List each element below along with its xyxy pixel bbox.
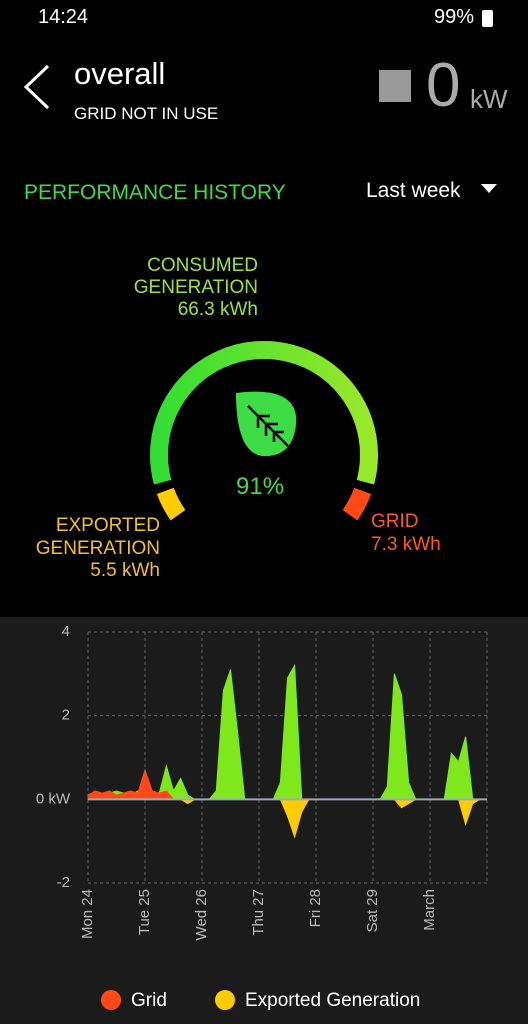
amount: 66.3 kWh — [177, 299, 258, 320]
label-line: GENERATION — [133, 277, 258, 298]
x-tick-label: March — [421, 889, 438, 931]
gauge — [150, 340, 378, 521]
status-square — [379, 70, 411, 102]
page-title: overall — [74, 56, 166, 91]
amount: 5.5 kWh — [90, 560, 160, 581]
battery-level: 99% — [434, 6, 475, 28]
x-tick-label: Sat 29 — [364, 889, 381, 932]
y-tick-label: 0 kW — [36, 790, 71, 807]
leaf-icon — [236, 391, 297, 457]
x-tick-label: Thu 27 — [250, 889, 267, 936]
section-title: PERFORMANCE HISTORY — [24, 181, 286, 204]
x-tick-label: Fri 28 — [307, 889, 324, 927]
label-line: GRID — [371, 511, 419, 532]
x-tick-label: Mon 24 — [79, 889, 96, 939]
battery-icon — [482, 10, 493, 27]
percent: 91% — [236, 473, 285, 500]
legend-label: Exported Generation — [245, 990, 420, 1011]
consumed-arc — [150, 340, 378, 485]
dropdown-arrow[interactable] — [481, 184, 497, 194]
period-dropdown[interactable]: Last week — [366, 179, 461, 202]
consumed-label: CONSUMED GENERATION 66.3 kWh — [134, 255, 258, 321]
x-tick-label: Wed 26 — [193, 889, 210, 940]
power-unit: kW — [470, 84, 508, 114]
exported-label: EXPORTED GENERATION 5.5 kWh — [36, 515, 160, 583]
grid-label: GRID 7.3 kWh — [371, 510, 441, 556]
legend-swatch — [101, 990, 121, 1010]
y-tick-label: 2 — [62, 707, 70, 724]
legend-swatch — [215, 990, 235, 1010]
label-line: CONSUMED — [147, 255, 258, 276]
label-line: GENERATION — [35, 537, 160, 559]
legend-label: Grid — [131, 990, 167, 1011]
label-line: EXPORTED — [55, 515, 160, 536]
x-tick-label: Tue 25 — [136, 889, 153, 935]
exported-arc — [156, 487, 186, 521]
y-tick-label: 4 — [62, 623, 70, 640]
back-button[interactable] — [20, 62, 54, 112]
grid-status: GRID NOT IN USE — [74, 104, 219, 123]
area — [88, 798, 487, 839]
clock: 14:24 — [38, 6, 89, 28]
power-value: 0 — [426, 51, 461, 120]
grid-arc — [342, 487, 372, 521]
amount: 7.3 kWh — [371, 534, 441, 555]
history-chart: -2 0 kW 2 4 Mon 24 Tue 25 Wed 26 Thu 27 Fri 28 Sa… — [0, 617, 528, 1024]
y-tick-label: -2 — [57, 874, 70, 891]
